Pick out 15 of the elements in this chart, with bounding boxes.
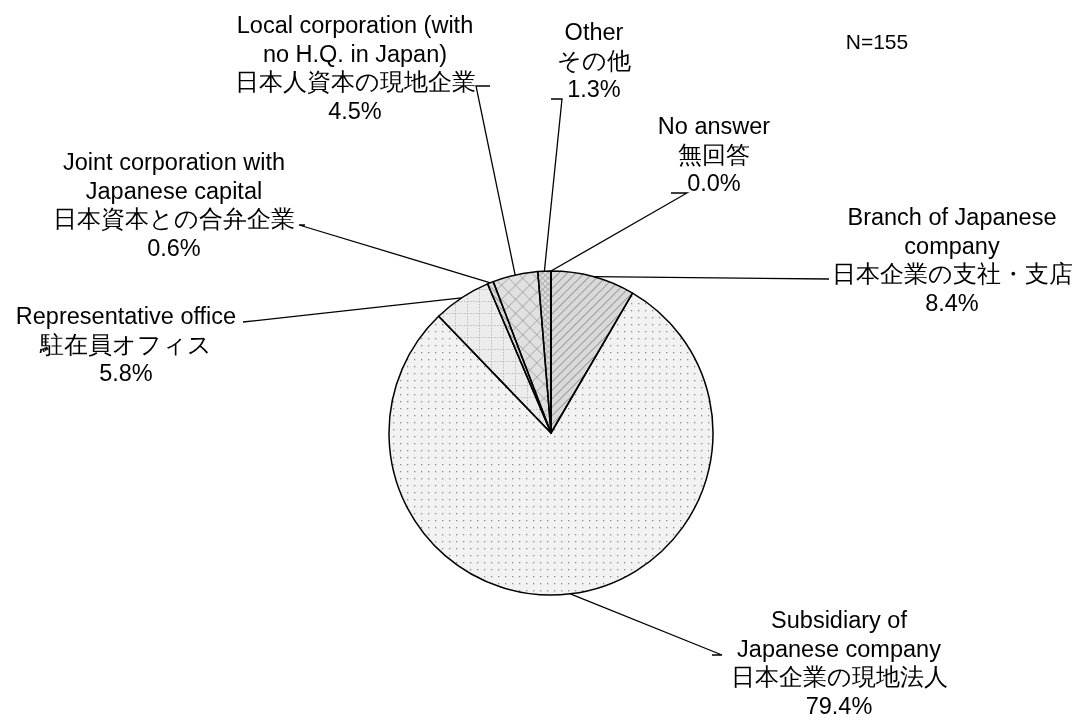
slice-label: Local corporation (with no H.Q. in Japan) 日本人資本の現地企業 [234,12,476,96]
slice-label: Representative office 駐在員オフィス [15,303,237,358]
category-label: No answer 無回答 [657,113,771,168]
text: 0.0% [687,170,741,197]
slice-label: Branch of Japanese company 日本企業の支社・支店 [831,204,1073,288]
data-label: 5.8% [99,360,153,387]
data-label: 4.5% [328,98,382,125]
text: N=155 [845,29,909,53]
data-label: 0.6% [147,235,201,262]
slice-label: Subsidiary of Japanese company 日本企業の現地法人 [730,607,948,691]
slice-label: Other その他 [557,19,631,74]
slice-label: Joint corporation with Japanese capital 日本資本との合弁企業 [53,149,295,233]
data-label: 1.3% [567,76,621,103]
data-label: 79.4% [805,693,873,720]
data-label: 8.4% [925,290,979,317]
